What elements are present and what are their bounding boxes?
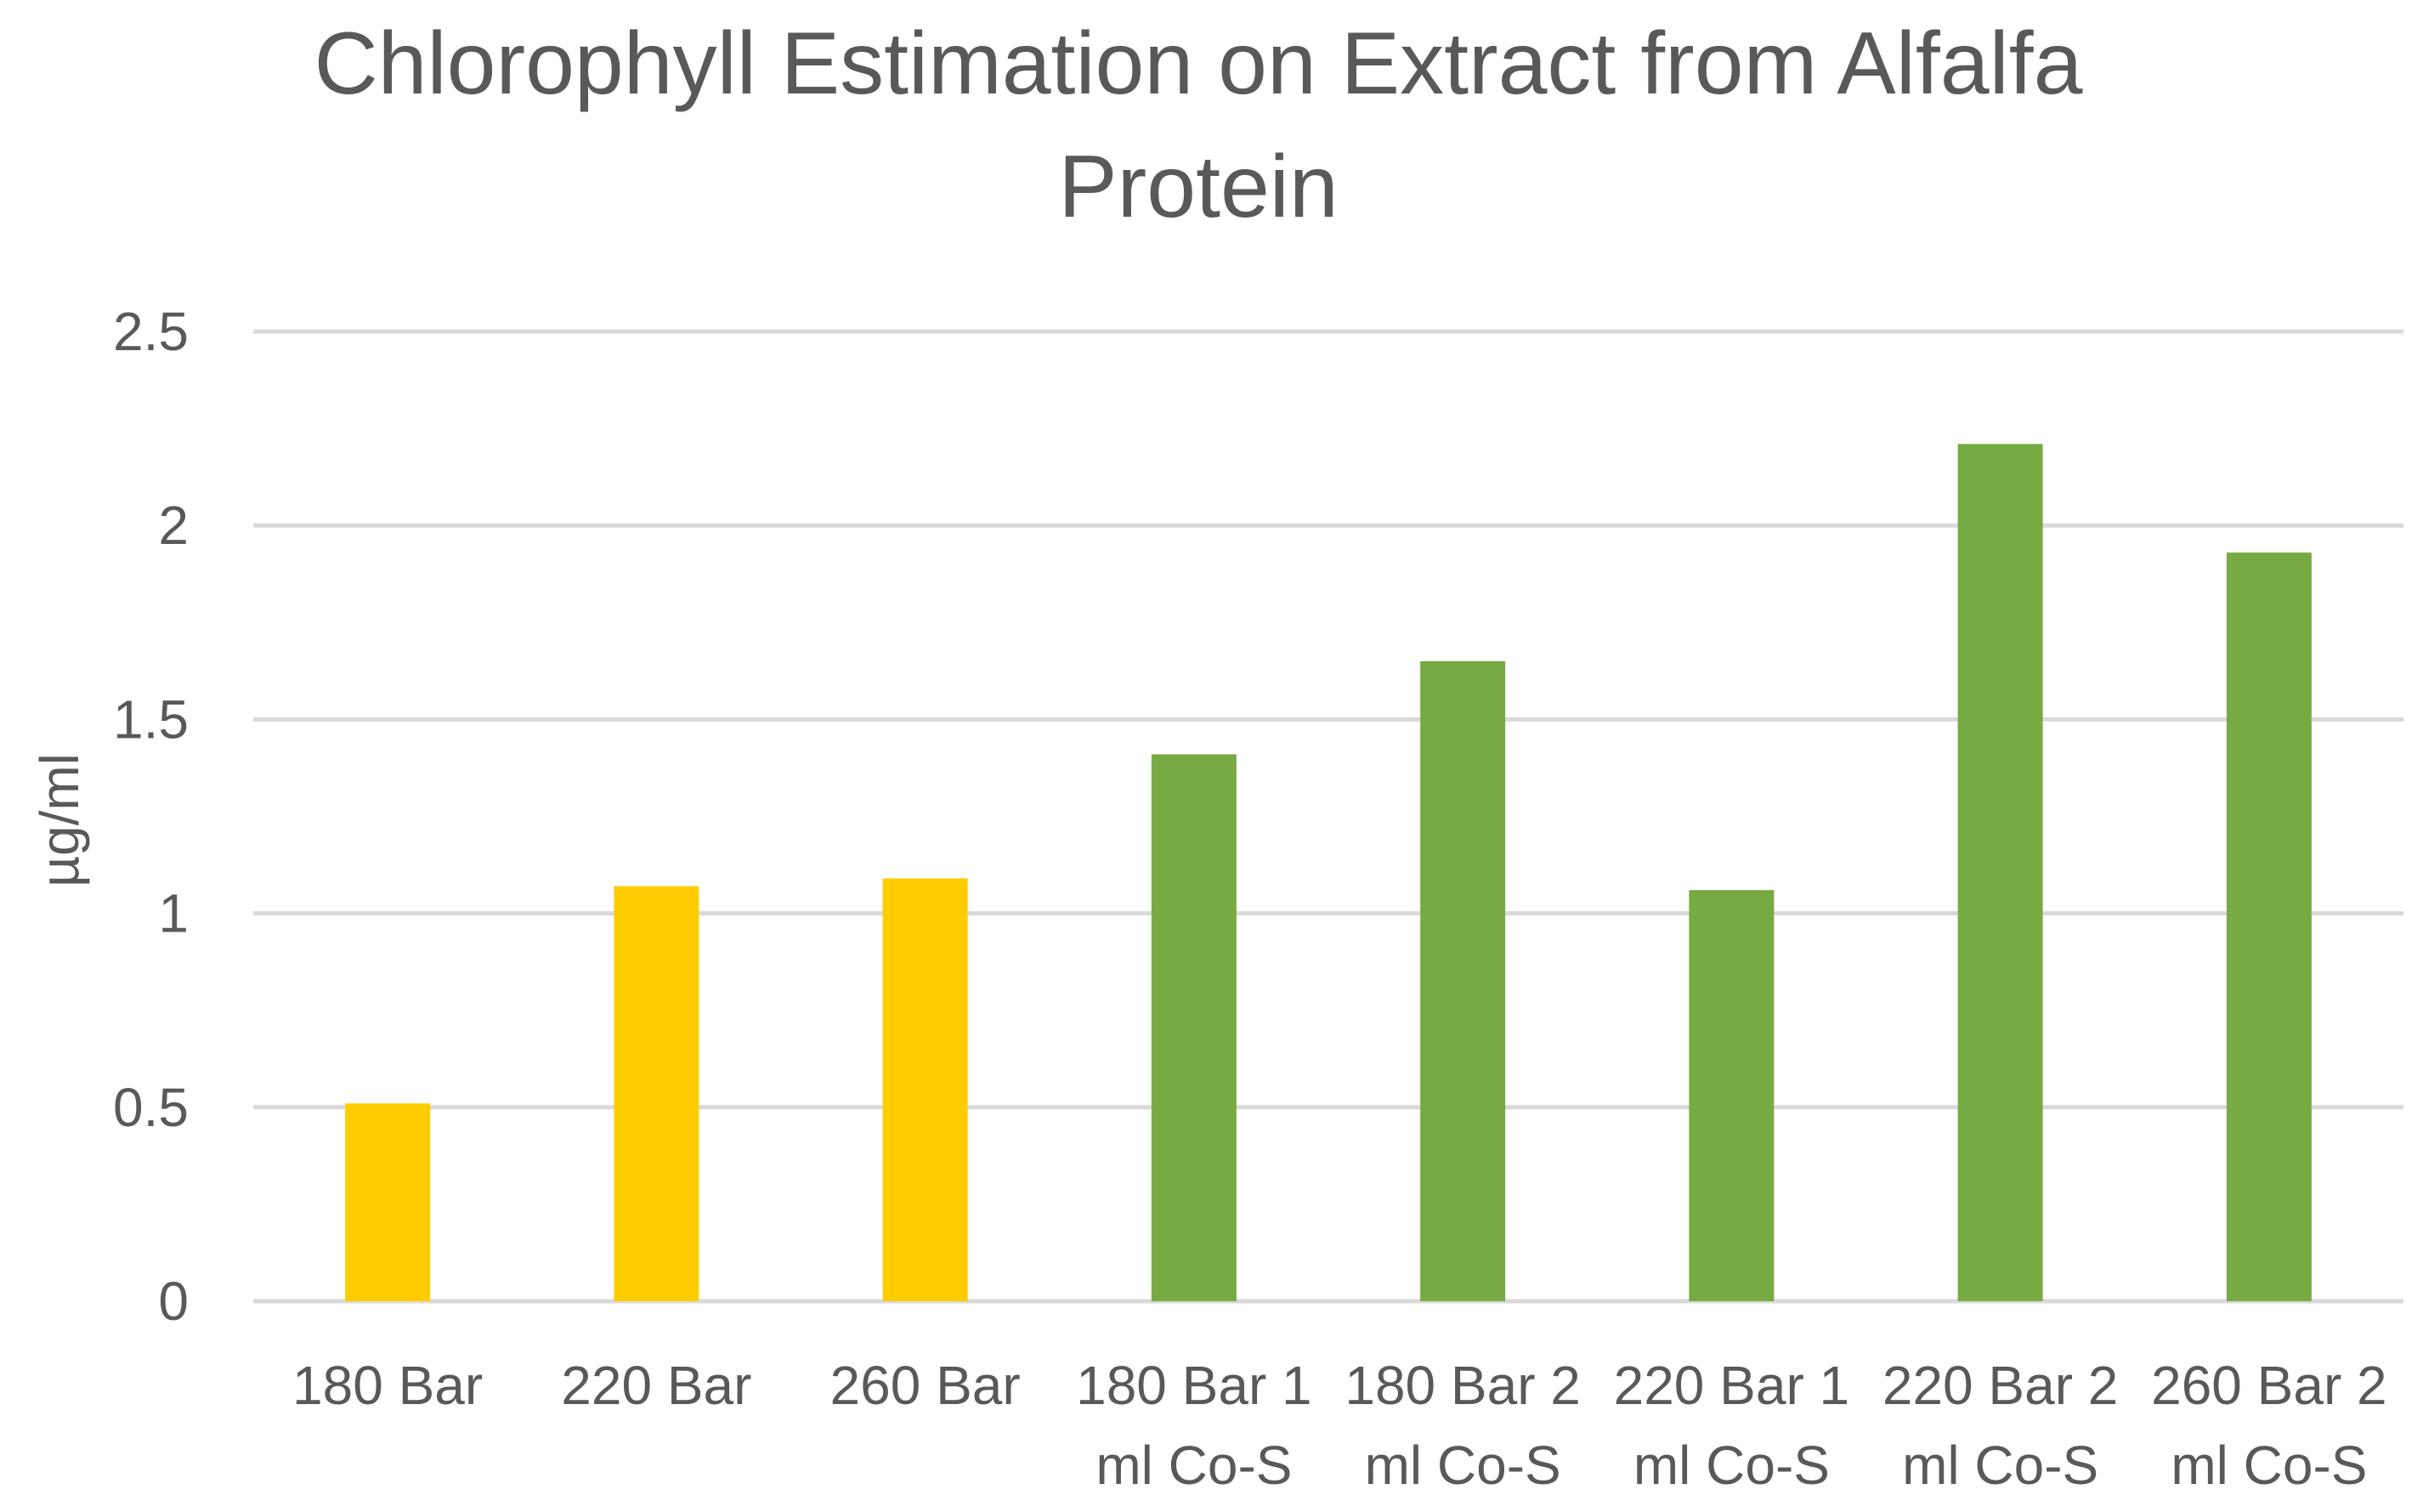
x-tick-label-line: ml Co-S xyxy=(2171,1435,2367,1496)
x-tick-label: 260 Bar 2 ml Co-S xyxy=(2151,1355,2387,1496)
y-tick-label: 0.5 xyxy=(113,1077,189,1138)
bar xyxy=(614,886,699,1301)
x-tick-label-line: ml Co-S xyxy=(1633,1435,1830,1496)
x-tick-label: 220 Bar xyxy=(561,1355,751,1416)
y-axis-label: µg/ml xyxy=(29,753,90,887)
x-tick-label-line: ml Co-S xyxy=(1095,1435,1292,1496)
bar xyxy=(1689,890,1775,1301)
x-tick-label-line: ml Co-S xyxy=(1902,1435,2098,1496)
x-tick-label-line: 180 Bar 1 xyxy=(1076,1355,1312,1416)
x-tick-label: 220 Bar 2 ml Co-S xyxy=(1882,1355,2119,1496)
bar xyxy=(1957,444,2043,1301)
x-tick-label-line: 220 Bar 2 xyxy=(1882,1355,2119,1416)
x-tick-label: 180 Bar xyxy=(292,1355,483,1416)
y-tick-label: 1.5 xyxy=(113,688,189,750)
y-tick-label: 0 xyxy=(158,1271,189,1332)
y-axis-ticks: 0 0.5 1 1.5 2 2.5 xyxy=(113,301,189,1332)
x-axis-ticks: 180 Bar 220 Bar 260 Bar 180 Bar 1 ml Co-S180… xyxy=(292,1355,2387,1496)
gridlines xyxy=(253,329,2403,1304)
x-tick-label: 260 Bar xyxy=(830,1355,1021,1416)
x-tick-label-line: 260 Bar xyxy=(830,1355,1021,1416)
x-tick-label: 180 Bar 1 ml Co-S xyxy=(1076,1355,1312,1496)
x-tick-label: 220 Bar 1 ml Co-S xyxy=(1614,1355,1850,1496)
bar xyxy=(1420,660,1506,1301)
bars xyxy=(345,444,2312,1301)
x-tick-label-line: 260 Bar 2 xyxy=(2151,1355,2387,1416)
chart-title-line-2: Protein xyxy=(1058,138,1339,236)
bar xyxy=(882,878,968,1301)
x-tick-label: 180 Bar 2 ml Co-S xyxy=(1345,1355,1581,1496)
bar xyxy=(1151,754,1237,1301)
x-tick-label-line: 180 Bar 2 xyxy=(1345,1355,1581,1416)
y-tick-label: 1 xyxy=(158,883,189,944)
y-tick-label: 2 xyxy=(158,495,189,556)
x-tick-label-line: 220 Bar 1 xyxy=(1614,1355,1850,1416)
x-tick-label-line: 180 Bar xyxy=(292,1355,483,1416)
x-tick-label-line: ml Co-S xyxy=(1365,1435,1561,1496)
bar xyxy=(2226,552,2312,1301)
chart-title-line-1: Chlorophyll Estimation on Extract from A… xyxy=(314,14,2083,113)
x-tick-label-line: 220 Bar xyxy=(561,1355,751,1416)
bar xyxy=(345,1103,431,1301)
y-tick-label: 2.5 xyxy=(113,301,189,362)
